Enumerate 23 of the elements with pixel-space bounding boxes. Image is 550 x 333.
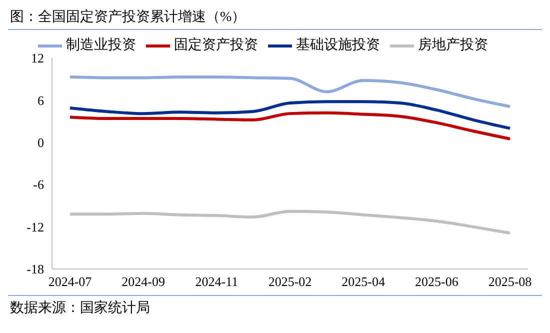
y-tick-label: -18 xyxy=(26,262,44,277)
y-tick-label: -12 xyxy=(26,219,44,234)
line-series xyxy=(68,100,512,130)
x-tick-label: 2024-11 xyxy=(195,274,238,290)
y-tick-label: -6 xyxy=(33,177,44,192)
x-tick-label: 2024-09 xyxy=(122,274,166,290)
x-tick-label: 2024-07 xyxy=(48,274,92,290)
y-tick-label: 6 xyxy=(38,92,44,108)
line-series xyxy=(68,210,512,235)
line-series xyxy=(68,111,512,140)
x-tick-label: 2025-04 xyxy=(342,274,386,290)
legend-label: 固定资产投资 xyxy=(174,38,258,54)
legend-label: 制造业投资 xyxy=(66,38,136,54)
legend-label: 房地产投资 xyxy=(418,38,488,54)
source-note: 数据来源：国家统计局 xyxy=(8,295,542,317)
x-tick-label: 2025-02 xyxy=(268,274,312,290)
y-tick-label: 12 xyxy=(31,50,44,66)
chart-title: 图：全国固定资产投资累计增速（%） xyxy=(8,8,542,30)
y-tick-label: 0 xyxy=(38,135,44,150)
x-tick-label: 2025-06 xyxy=(414,274,459,290)
x-tick-label: 2025-08 xyxy=(488,274,532,290)
line-series xyxy=(68,75,512,108)
legend-label: 基础设施投资 xyxy=(296,38,380,54)
